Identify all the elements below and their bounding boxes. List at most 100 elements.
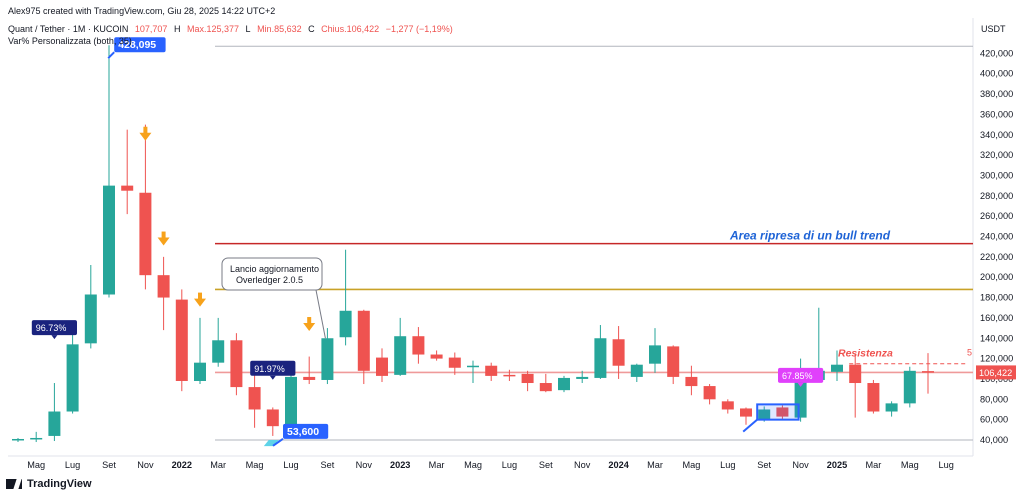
candle-body[interactable] [758,409,771,420]
candle-body[interactable] [66,344,79,412]
candle-body[interactable] [521,373,534,384]
x-tick-label: Mag [901,460,919,470]
candle-body[interactable] [703,386,716,400]
candle-body[interactable] [448,357,461,368]
ohlc-low-label: L [245,24,251,34]
bull-trend-text: Area ripresa di un bull trend [729,229,891,243]
y-tick-label: 340,000 [980,130,1013,140]
candle-body[interactable] [831,364,843,372]
ohlc-close-label: C [308,24,315,34]
candle-body[interactable] [849,364,862,384]
candle-body[interactable] [285,376,297,427]
x-tick-label: Mag [27,460,45,470]
callout-pointer [315,289,326,339]
value-label: 428,095 [118,39,156,51]
resistance-edge-text: 5 [967,348,972,358]
candle-body[interactable] [357,310,370,371]
candle-body[interactable] [867,383,880,412]
indicator-label[interactable]: Var% Personalizzata (both, 35) [8,36,132,46]
candle-body[interactable] [175,299,188,381]
marker-shape [263,440,279,447]
value-label: 91.97% [254,364,285,374]
x-tick-label: Lug [720,460,735,470]
candle-body[interactable] [485,365,498,376]
candle-body[interactable] [685,376,698,387]
candle-body[interactable] [157,275,170,298]
candle-body[interactable] [84,294,97,344]
y-tick-label: 400,000 [980,69,1013,79]
price-tag-label: 106,422 [979,368,1012,378]
candle-body[interactable] [903,370,916,404]
candle-body[interactable] [121,185,134,191]
symbol-label[interactable]: Quant / Tether · 1M · KUCOIN [8,24,129,34]
tradingview-logo[interactable]: TradingView [6,478,92,490]
x-tick-label: Lug [939,460,954,470]
x-tick-label: 2023 [390,460,410,470]
candle-body[interactable] [394,336,407,375]
candle-body[interactable] [740,408,752,417]
candle-body[interactable] [922,371,934,373]
candle-body[interactable] [612,339,625,366]
callout-box[interactable] [221,257,323,291]
currency-text: USDT [981,24,1006,34]
value-label-bg[interactable] [114,37,166,53]
candle-body[interactable] [321,338,334,380]
candle-body[interactable] [794,378,807,418]
candle-body[interactable] [48,411,61,436]
down-arrow-shaft [143,126,148,134]
candle-body[interactable] [776,407,789,417]
y-tick-label: 240,000 [980,232,1013,242]
ohlc-legend[interactable]: Quant / Tether · 1M · KUCOIN 107,707 H M… [8,24,457,34]
candle-body[interactable] [467,365,479,368]
x-tick-label: Nov [137,460,154,470]
x-tick-label: Lug [283,460,298,470]
candle-body[interactable] [558,377,570,391]
x-tick-label: Set [757,460,771,470]
candle-body[interactable] [139,192,152,276]
candle-body[interactable] [594,338,607,378]
candle-body[interactable] [303,376,316,380]
candle-body[interactable] [194,362,206,381]
candle-body[interactable] [230,340,243,388]
y-tick-label: 300,000 [980,170,1013,180]
value-label-bg[interactable] [31,320,77,336]
value-label-pointer [272,438,284,447]
candle-body[interactable] [539,383,552,392]
candle-body[interactable] [412,336,425,355]
candle-body[interactable] [430,354,443,359]
resistance-text: Resistenza [838,348,893,360]
candle-body[interactable] [248,387,261,410]
candle-body[interactable] [12,438,24,441]
candle-body[interactable] [503,374,516,377]
value-label-bg[interactable] [778,367,824,383]
y-tick-label: 80,000 [980,394,1008,404]
candle-body[interactable] [266,409,279,427]
value-label-bg[interactable] [250,360,296,376]
indicator-legend[interactable]: Var% Personalizzata (both, 35) [8,36,136,46]
candle-body[interactable] [721,401,734,410]
x-tick-label: Mar [210,460,226,470]
candle-body[interactable] [376,357,388,376]
candle-body[interactable] [630,364,643,377]
value-label: 53,600 [287,426,319,438]
range-box[interactable] [756,403,800,421]
candle-body[interactable] [30,437,43,440]
x-tick-label: Set [321,460,335,470]
candle-body[interactable] [885,403,898,412]
x-tick-label: 2024 [608,460,629,470]
y-tick-label: 360,000 [980,109,1013,119]
candle-body[interactable] [103,185,115,295]
candle-body[interactable] [576,376,589,379]
candle-body[interactable] [339,310,352,338]
x-tick-label: Set [539,460,553,470]
candle-body[interactable] [667,346,680,377]
value-label-bg[interactable] [283,423,329,439]
x-tick-label: Lug [65,460,80,470]
y-tick-label: 280,000 [980,191,1013,201]
value-label: 67.85% [782,371,813,381]
candle-body[interactable] [212,340,225,363]
down-arrow-icon [139,132,152,141]
candle-body[interactable] [649,345,661,364]
